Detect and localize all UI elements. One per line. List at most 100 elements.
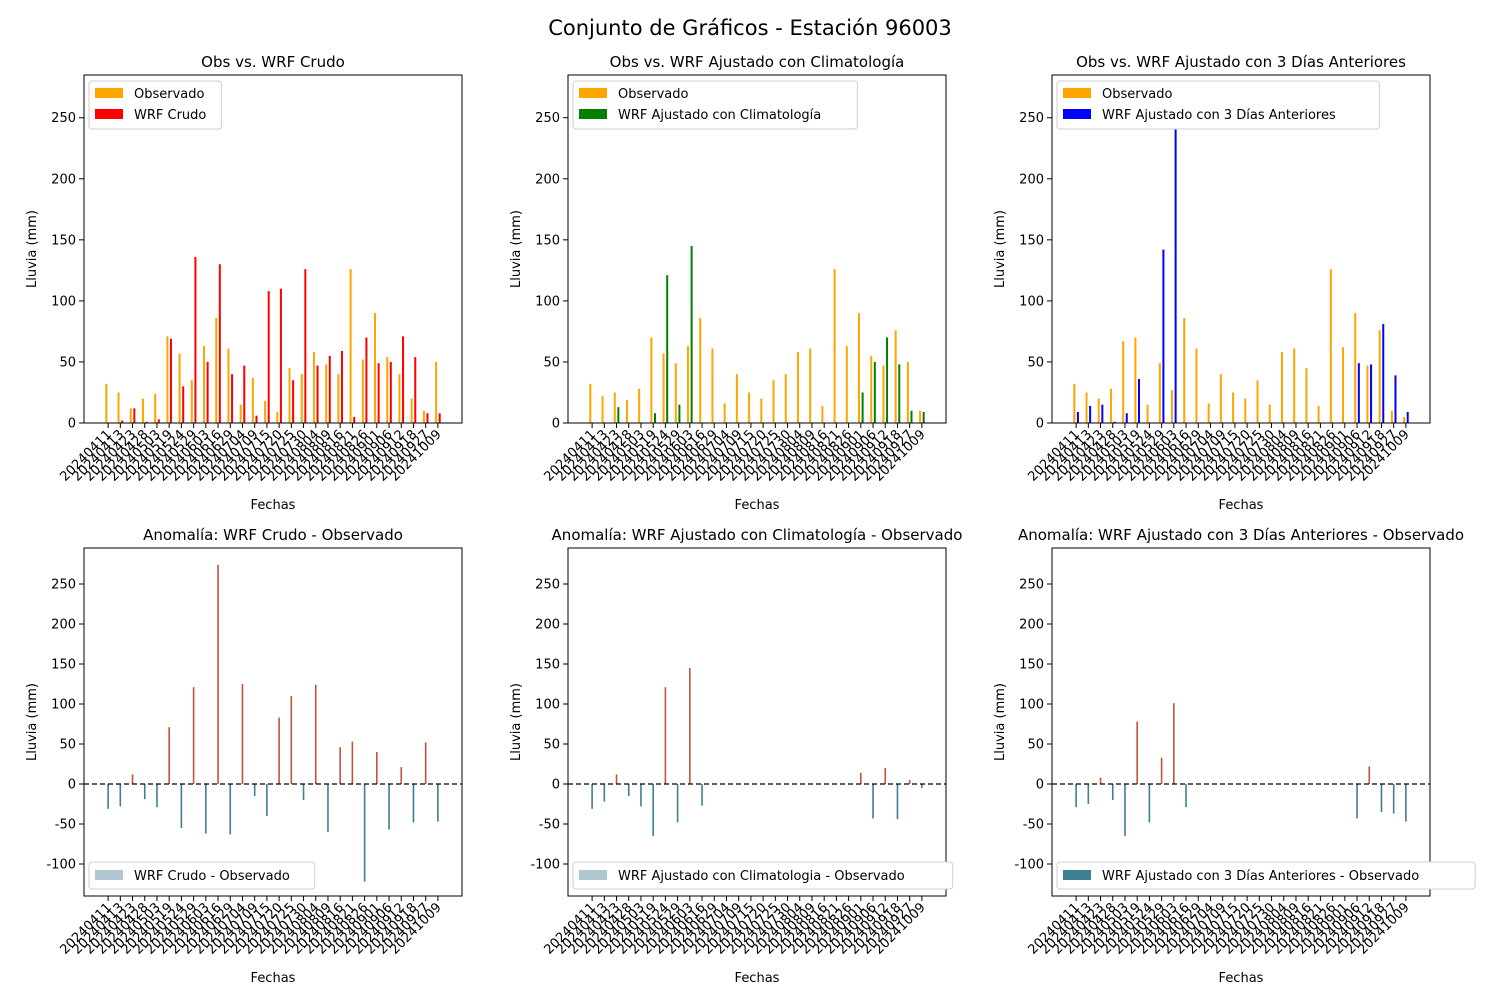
bar-wrf bbox=[267, 291, 270, 423]
bar-anomaly bbox=[131, 774, 134, 784]
bar-observado bbox=[784, 374, 787, 423]
bar-anomaly bbox=[591, 784, 593, 809]
bar-anomaly bbox=[266, 784, 268, 816]
y-tick-label: 200 bbox=[1019, 172, 1044, 187]
bar-anomaly bbox=[921, 784, 923, 788]
bar-anomaly bbox=[884, 768, 887, 784]
y-tick-label: 200 bbox=[1019, 618, 1044, 633]
bar-anomaly bbox=[1075, 784, 1077, 808]
legend-swatch bbox=[1063, 870, 1091, 880]
bar-anomaly bbox=[1124, 784, 1126, 836]
bar-wrf bbox=[1370, 364, 1373, 423]
chart-panel-6: Anomalía: WRF Ajustado con 3 Días Anteri… bbox=[993, 526, 1476, 986]
bar-wrf bbox=[255, 415, 258, 423]
bar-observado bbox=[410, 398, 413, 423]
bar-observado bbox=[1244, 398, 1247, 423]
bar-anomaly bbox=[689, 668, 691, 784]
bar-anomaly bbox=[652, 784, 654, 836]
bar-observado bbox=[1158, 363, 1161, 423]
plot-frame bbox=[567, 74, 947, 424]
bar-anomaly bbox=[241, 684, 244, 784]
bar-observado bbox=[190, 380, 193, 423]
bar-wrf bbox=[1394, 375, 1397, 423]
bar-wrf bbox=[690, 245, 693, 423]
bar-observado bbox=[1097, 398, 1100, 423]
chart-panel-2: Obs vs. WRF Ajustado con Climatología 0 50… bbox=[509, 53, 947, 513]
bar-observado bbox=[1268, 404, 1271, 423]
bar-observado bbox=[613, 392, 616, 423]
bar-anomaly bbox=[1111, 784, 1114, 800]
y-tick-label: 250 bbox=[535, 578, 560, 593]
bar-observado bbox=[809, 348, 812, 423]
y-tick-label: 250 bbox=[535, 111, 560, 126]
legend-swatch bbox=[1063, 88, 1091, 98]
bar-observado bbox=[1354, 313, 1357, 423]
y-tick-label: 100 bbox=[51, 294, 76, 309]
bar-observado bbox=[203, 346, 206, 423]
chart-title: Obs vs. WRF Ajustado con Climatología bbox=[610, 53, 905, 71]
legend-label: WRF Ajustado con Climatologia - Observad… bbox=[618, 869, 905, 884]
bar-wrf bbox=[1113, 421, 1116, 423]
bar-anomaly bbox=[168, 727, 170, 784]
bar-anomaly bbox=[290, 696, 293, 784]
bar-wrf bbox=[121, 420, 124, 423]
plot-frame bbox=[83, 74, 463, 424]
y-tick-label: 100 bbox=[51, 698, 76, 713]
bar-wrf bbox=[328, 355, 331, 423]
legend-swatch bbox=[579, 870, 607, 880]
legend-box bbox=[1056, 80, 1380, 130]
bar-wrf bbox=[1174, 93, 1177, 423]
y-tick-label: 150 bbox=[535, 233, 560, 248]
bar-observado bbox=[129, 408, 132, 423]
bar-observado bbox=[215, 317, 218, 423]
bar-observado bbox=[1366, 365, 1369, 423]
bar-anomaly bbox=[1356, 784, 1358, 819]
bar-anomaly bbox=[205, 784, 207, 834]
y-tick-label: 50 bbox=[543, 738, 560, 753]
bar-observado bbox=[1317, 405, 1320, 423]
bar-observado bbox=[845, 346, 848, 423]
bar-observado bbox=[349, 269, 352, 423]
bar-anomaly bbox=[1087, 784, 1090, 804]
bar-wrf bbox=[886, 337, 889, 423]
y-tick-label: 250 bbox=[1019, 578, 1044, 593]
legend-swatch bbox=[95, 88, 123, 98]
bar-observado bbox=[1134, 337, 1137, 423]
bar-anomaly bbox=[701, 784, 703, 806]
plot-frame bbox=[567, 547, 947, 897]
bar-anomaly bbox=[107, 784, 109, 809]
y-axis-label: Lluvia (mm) bbox=[993, 210, 1008, 288]
bar-wrf bbox=[1089, 405, 1092, 423]
y-tick-label: 0 bbox=[1036, 417, 1044, 432]
bar-anomaly bbox=[1173, 703, 1175, 784]
bar-observado bbox=[386, 357, 389, 423]
bar-wrf bbox=[1076, 412, 1079, 423]
bar-observado bbox=[1378, 330, 1381, 423]
bar-anomaly bbox=[400, 767, 403, 784]
bar-wrf bbox=[157, 419, 160, 423]
bar-wrf bbox=[206, 361, 209, 423]
bar-observado bbox=[1232, 392, 1235, 423]
bar-observado bbox=[858, 313, 861, 423]
bar-anomaly bbox=[253, 784, 256, 796]
chart-panel-3: Obs vs. WRF Ajustado con 3 Días Anterior… bbox=[993, 53, 1431, 513]
bar-anomaly bbox=[119, 784, 122, 807]
bar-anomaly bbox=[1368, 766, 1371, 784]
bar-observado bbox=[1109, 388, 1112, 423]
bar-wrf bbox=[218, 264, 221, 423]
legend: Observado WRF Ajustado con 3 Días Anterio… bbox=[1056, 80, 1380, 130]
bar-observado bbox=[288, 368, 291, 423]
legend-box bbox=[88, 861, 316, 890]
bar-wrf bbox=[922, 412, 925, 423]
chart-title: Anomalía: WRF Ajustado con Climatología … bbox=[552, 526, 963, 544]
bar-anomaly bbox=[437, 784, 439, 822]
bar-observado bbox=[894, 330, 897, 423]
bar-wrf bbox=[438, 413, 441, 423]
x-axis-label: Fechas bbox=[735, 498, 780, 513]
bar-observado bbox=[1183, 317, 1186, 423]
bar-wrf bbox=[1162, 249, 1165, 423]
bar-anomaly bbox=[908, 780, 911, 784]
figure-title: Conjunto de Gráficos - Estación 96003 bbox=[548, 16, 952, 40]
bar-wrf bbox=[617, 407, 620, 423]
